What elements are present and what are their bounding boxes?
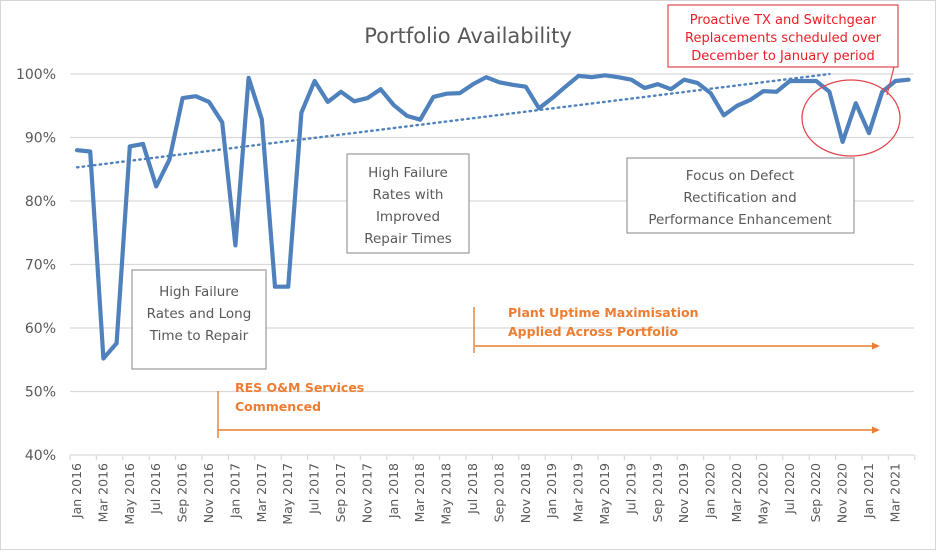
- x-axis: [69, 454, 916, 460]
- annotation-text: Time to Repair: [149, 328, 249, 344]
- arrow-head-icon: [872, 426, 880, 434]
- y-tick-label: 70%: [25, 258, 56, 274]
- annotation-text: Improved: [376, 209, 440, 225]
- x-tick-label: May 2020: [755, 463, 770, 525]
- y-tick-label: 80%: [25, 194, 56, 210]
- x-tick-label: Jul 2016: [148, 463, 163, 515]
- y-axis-tick-labels: 40% 50% 60% 70% 80% 90% 100%: [16, 67, 56, 464]
- x-tick-label: Mar 2018: [412, 463, 427, 522]
- annotation-plant-uptime: Plant Uptime Maximisation Applied Across…: [473, 305, 880, 353]
- chart-title: Portfolio Availability: [364, 24, 572, 48]
- x-tick-label: Sep 2016: [175, 463, 190, 522]
- x-tick-label: Sep 2020: [808, 463, 823, 522]
- x-tick-label: Nov 2017: [359, 463, 374, 523]
- annotation-box-defect-rectification: Focus on Defect Rectification and Perfor…: [626, 157, 855, 234]
- x-tick-label: Mar 2020: [729, 463, 744, 522]
- x-tick-label: May 2018: [439, 463, 454, 525]
- callout-text: Proactive TX and Switchgear: [690, 13, 877, 28]
- annotation-label: RES O&M Services: [235, 380, 364, 395]
- x-tick-label: Mar 2016: [95, 463, 110, 522]
- annotation-text: Focus on Defect: [686, 168, 794, 184]
- annotation-text: Rates with: [373, 187, 444, 203]
- series-lines: [74, 73, 911, 361]
- x-tick-label: Jul 2020: [782, 463, 797, 515]
- x-tick-label: Jan 2018: [386, 463, 401, 519]
- annotation-text: Rectification and: [683, 190, 796, 206]
- x-tick-label: May 2016: [122, 463, 137, 525]
- x-tick-label: May 2017: [280, 463, 295, 525]
- annotation-text: Rates and Long: [147, 306, 252, 322]
- annotation-text: Performance Enhancement: [648, 212, 831, 228]
- x-tick-label: Sep 2017: [333, 463, 348, 522]
- annotation-box-high-failure-long-repair: High Failure Rates and Long Time to Repa…: [131, 269, 267, 370]
- y-tick-label: 90%: [25, 131, 56, 147]
- annotation-text: High Failure: [159, 284, 239, 300]
- arrow-head-icon: [872, 342, 880, 350]
- annotation-text: Repair Times: [364, 231, 452, 247]
- callout-text: December to January period: [691, 49, 875, 64]
- x-tick-label: Jan 2017: [227, 463, 242, 519]
- callout-text: Replacements scheduled over: [685, 31, 882, 46]
- highlight-circle: [801, 79, 901, 157]
- x-tick-label: Jan 2019: [544, 463, 559, 519]
- x-tick-label: Jan 2016: [69, 463, 84, 519]
- x-tick-label: Sep 2018: [491, 463, 506, 522]
- trendline: [75, 72, 831, 169]
- callout-pointer: [886, 66, 895, 96]
- y-tick-label: 40%: [25, 448, 56, 464]
- annotation-label: Plant Uptime Maximisation: [508, 305, 698, 320]
- annotation-label: Commenced: [235, 399, 321, 414]
- trendline-line: [75, 72, 831, 169]
- x-tick-label: Jul 2017: [307, 463, 322, 515]
- x-tick-label: Mar 2019: [571, 463, 586, 522]
- callout-tx-switchgear: Proactive TX and Switchgear Replacements…: [667, 4, 901, 157]
- y-tick-label: 100%: [16, 67, 56, 83]
- x-tick-label: Nov 2020: [835, 463, 850, 523]
- x-tick-label: Mar 2021: [887, 463, 902, 522]
- x-tick-label: Jan 2020: [703, 463, 718, 519]
- x-tick-label: Jul 2019: [623, 463, 638, 515]
- x-tick-label: Mar 2017: [254, 463, 269, 522]
- x-tick-label: Nov 2016: [201, 463, 216, 523]
- x-tick-label: Nov 2018: [518, 463, 533, 523]
- x-axis-tick-labels: Jan 2016 Mar 2016 May 2016 Jul 2016 Sep 2016…: [69, 463, 902, 525]
- y-tick-label: 50%: [25, 385, 56, 401]
- x-tick-label: Sep 2019: [650, 463, 665, 522]
- annotation-res-om-commenced: RES O&M Services Commenced: [217, 380, 880, 438]
- annotation-label: Applied Across Portfolio: [508, 324, 678, 339]
- x-tick-label: Jan 2021: [861, 463, 876, 519]
- annotation-text: High Failure: [368, 165, 448, 181]
- y-tick-label: 60%: [25, 321, 56, 337]
- x-tick-label: May 2019: [597, 463, 612, 525]
- x-tick-label: Jul 2018: [465, 463, 480, 515]
- annotation-box-improved-repair-times: High Failure Rates with Improved Repair …: [346, 153, 470, 254]
- x-tick-label: Nov 2019: [676, 463, 691, 523]
- series-line: [74, 73, 911, 361]
